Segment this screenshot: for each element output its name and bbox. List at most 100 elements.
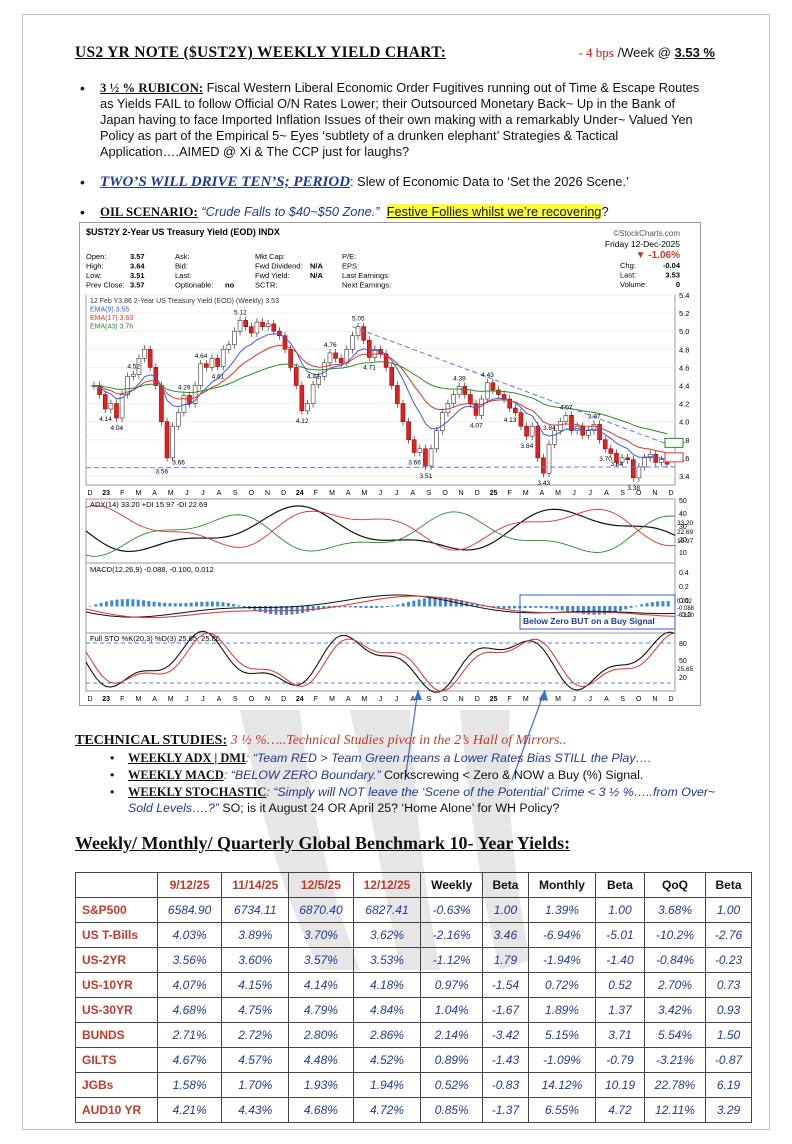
candle-body	[338, 358, 344, 364]
table-cell: 4.15%	[221, 972, 290, 998]
candle-body	[220, 348, 226, 367]
row-label: AUD10 YR	[74, 1097, 159, 1123]
price-annotation: 3.66	[408, 459, 421, 466]
quote-label: Last:	[175, 271, 191, 280]
macd-histogram-bar	[205, 601, 209, 607]
table-cell: 4.68%	[157, 997, 223, 1023]
macd-histogram-bar	[163, 602, 167, 607]
candle-body	[535, 425, 541, 459]
row-label: US-2YR	[74, 947, 159, 973]
candle-body	[260, 321, 265, 327]
table-cell: 2.80%	[288, 1022, 354, 1048]
candle-body	[468, 394, 473, 404]
column-header: Monthly	[527, 872, 597, 898]
quote-label: Mkt Cap:	[255, 252, 285, 261]
candle-body	[175, 412, 181, 427]
change-period: /Week @	[617, 45, 671, 60]
candle-body	[198, 363, 204, 386]
row-label: US-10YR	[74, 972, 159, 998]
quote-label: Chg:	[620, 261, 636, 270]
x-tick-label: F	[314, 696, 318, 703]
table-cell: 6827.41	[352, 897, 422, 923]
macd-histogram-bar	[407, 601, 410, 607]
macd-histogram-bar	[613, 606, 617, 613]
tech-lead: WEEKLY ADX | DMI	[128, 751, 246, 765]
x-tick-label: O	[442, 696, 448, 703]
candle-body	[226, 344, 232, 350]
change-bps: - 4 bps	[578, 45, 614, 60]
macd-histogram-bar	[581, 606, 585, 615]
value-box	[664, 437, 684, 448]
macd-histogram-bar	[189, 602, 193, 607]
candle-body	[625, 457, 630, 460]
macd-label: MACD(12,26,9) -0.088, -0.100, 0.012	[90, 565, 214, 574]
chart-svg: $UST2Y 2-Year US Treasury Yield (EOD) IN…	[85, 227, 695, 703]
table-title: Weekly/ Monthly/ Quarterly Global Benchm…	[75, 833, 570, 854]
macd-histogram-bar	[475, 604, 479, 607]
table-cell: 1.50	[705, 1022, 752, 1048]
table-row: US T-Bills 4.03% 3.89% 3.70% 3.62% -2.16% 3.46…	[74, 922, 752, 948]
price-annotation: 4.76	[324, 342, 337, 349]
row-label: JGBs	[74, 1072, 159, 1098]
macd-value: 0.012	[677, 599, 693, 605]
x-tick-label: J	[572, 696, 576, 703]
price-annotation: 4.43	[481, 372, 494, 379]
price-annotation: 3.38	[627, 485, 640, 492]
column-header: 12/5/25	[288, 872, 354, 898]
value-box	[664, 452, 684, 463]
candle-body	[389, 367, 395, 386]
table-cell: -1.94%	[527, 947, 597, 973]
y-tick-label: 80	[679, 641, 687, 648]
table-cell: 1.58%	[157, 1072, 223, 1098]
candle-body	[288, 348, 293, 368]
page-border	[22, 14, 770, 1130]
table-cell: 5.15%	[527, 1022, 597, 1048]
x-tick-label: F	[314, 490, 318, 497]
x-tick-label: J	[379, 696, 383, 703]
bullet-rubicon: 3 ½ % RUBICON: Fiscal Western Liberal Ec…	[80, 80, 705, 160]
candle-body	[142, 348, 147, 359]
x-tick-label: D	[475, 490, 480, 497]
candle-body	[614, 453, 619, 463]
quote-label: Prev Close:	[86, 281, 125, 290]
x-tick-label: M	[523, 490, 529, 497]
current-yield: 3.53 %	[674, 45, 715, 60]
price-annotation: 4.07	[470, 422, 483, 429]
candle-body	[518, 412, 524, 427]
macd-histogram-bar	[269, 606, 273, 615]
candle-body	[271, 323, 277, 332]
x-tick-label: N	[265, 696, 270, 703]
macd-histogram-bar	[629, 606, 633, 608]
candle-body	[299, 385, 305, 412]
macd-histogram-bar	[428, 597, 432, 607]
technical-heading: TECHNICAL STUDIES:	[75, 733, 228, 748]
bullet-quote: “Crude Falls to $40~$50 Zone.”	[197, 204, 380, 219]
table-cell: -3.42	[482, 1022, 529, 1048]
table-cell: 4.48%	[288, 1047, 354, 1073]
x-tick-label: J	[572, 490, 576, 497]
quote-value: 3.57	[130, 281, 145, 290]
x-tick-label: J	[201, 696, 205, 703]
quote-value: N/A	[310, 262, 324, 271]
macd-histogram-bar	[385, 606, 389, 607]
macd-histogram-bar	[603, 606, 607, 615]
table-cell: 6.19	[705, 1072, 752, 1098]
table-row: AUD10 YR 4.21% 4.43% 4.68% 4.72% 0.85% -1.37 6.…	[74, 1097, 752, 1123]
x-tick-label: S	[427, 696, 432, 703]
macd-histogram-bar	[555, 606, 559, 610]
candle-body	[490, 382, 496, 391]
table-cell: 1.39%	[527, 897, 597, 923]
table-cell: 4.52%	[352, 1047, 422, 1073]
macd-histogram-bar	[587, 606, 591, 615]
table-cell: 12.11%	[643, 1097, 707, 1123]
price-annotation: 4.13	[504, 417, 517, 424]
x-tick-label: M	[329, 490, 335, 497]
column-header: Beta	[595, 872, 645, 898]
plus-di-line	[85, 511, 676, 557]
price-annotation: 3.84	[543, 425, 556, 432]
macd-histogram-bar	[354, 606, 357, 608]
price-annotation: 4.04	[110, 425, 123, 432]
x-tick-label: A	[604, 696, 609, 703]
candle-body	[642, 457, 647, 468]
x-tick-label: A	[152, 696, 157, 703]
